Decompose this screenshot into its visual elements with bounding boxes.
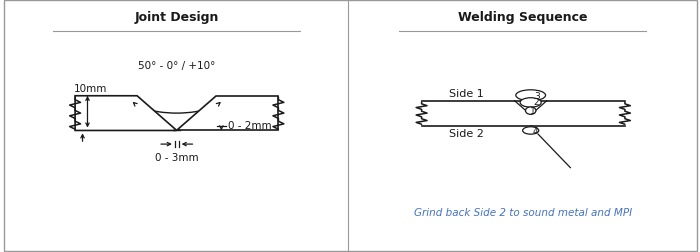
Text: Welding Sequence: Welding Sequence <box>458 11 588 24</box>
Text: Side 1: Side 1 <box>449 88 484 98</box>
Text: 4: 4 <box>532 127 538 135</box>
Polygon shape <box>75 96 176 131</box>
Ellipse shape <box>526 108 536 115</box>
Text: Side 2: Side 2 <box>449 129 484 139</box>
Text: 1: 1 <box>531 106 536 115</box>
Text: 0 - 3mm: 0 - 3mm <box>155 152 199 162</box>
Text: 0 - 2mm: 0 - 2mm <box>228 120 271 131</box>
Text: 2: 2 <box>533 98 539 107</box>
Ellipse shape <box>523 127 539 135</box>
Ellipse shape <box>520 98 541 108</box>
Polygon shape <box>176 96 279 131</box>
Text: Grind back Side 2 to sound metal and MPI: Grind back Side 2 to sound metal and MPI <box>414 207 632 217</box>
Text: Joint Design: Joint Design <box>134 11 219 24</box>
Text: 3: 3 <box>535 91 540 100</box>
Text: 10mm: 10mm <box>74 84 107 94</box>
Ellipse shape <box>516 90 545 101</box>
Text: 50° - 0° / +10°: 50° - 0° / +10° <box>138 60 216 70</box>
